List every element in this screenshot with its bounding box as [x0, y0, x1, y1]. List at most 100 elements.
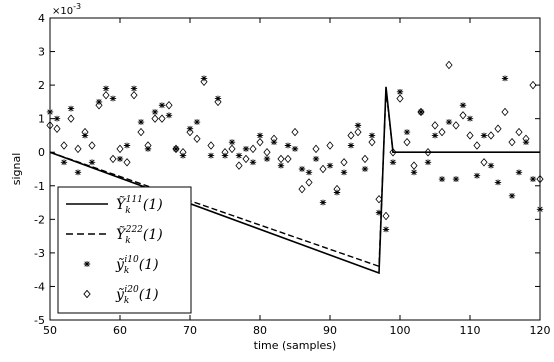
legend-label-sub: k — [125, 206, 130, 216]
data-point-star — [432, 133, 438, 139]
y-tick-label: 3 — [38, 46, 45, 59]
x-tick-label: 70 — [183, 324, 197, 337]
data-point-star — [481, 133, 487, 139]
data-point-diamond — [369, 139, 375, 146]
data-point-diamond — [124, 159, 130, 166]
x-tick-label: 80 — [253, 324, 267, 337]
data-point-star — [390, 159, 396, 165]
data-point-star — [110, 96, 116, 102]
data-point-diamond — [439, 128, 445, 135]
data-point-star — [208, 153, 214, 159]
data-point-star — [369, 133, 375, 139]
data-point-star — [404, 129, 410, 135]
data-point-diamond — [68, 115, 74, 122]
data-point-diamond — [243, 155, 249, 162]
data-point-diamond — [61, 142, 67, 149]
data-point-star — [362, 166, 368, 172]
data-point-diamond — [75, 145, 81, 152]
data-point-diamond — [453, 122, 459, 129]
data-point-star — [327, 163, 333, 169]
data-point-diamond — [299, 186, 305, 193]
data-point-diamond — [110, 155, 116, 162]
data-point-diamond — [446, 61, 452, 68]
y-tick-label: -4 — [34, 280, 45, 293]
data-point-diamond — [152, 115, 158, 122]
data-point-star — [418, 109, 424, 115]
data-point-star — [411, 169, 417, 175]
y-axis-exponent-base: ×10 — [52, 6, 73, 17]
legend-label-arg: (1) — [139, 257, 159, 273]
data-point-diamond — [264, 149, 270, 156]
data-point-star — [502, 76, 508, 82]
data-point-diamond — [159, 115, 165, 122]
x-tick-label: 60 — [113, 324, 127, 337]
data-point-star — [446, 119, 452, 125]
data-point-star — [285, 143, 291, 149]
data-point-diamond — [488, 132, 494, 139]
data-point-diamond — [509, 139, 515, 146]
data-point-diamond — [481, 159, 487, 166]
x-tick-label: 120 — [530, 324, 551, 337]
data-point-diamond — [138, 128, 144, 135]
data-point-diamond — [236, 162, 242, 169]
legend-label-sub: k — [124, 266, 129, 276]
y-tick-label: -2 — [34, 213, 45, 226]
data-point-star — [103, 86, 109, 92]
legend-label-sup: i10 — [124, 255, 139, 265]
y-tick-label: 0 — [38, 146, 45, 159]
data-point-star — [131, 86, 137, 92]
data-point-star — [257, 133, 263, 139]
data-point-star — [516, 169, 522, 175]
x-tick-label: 50 — [43, 324, 57, 337]
legend-label-arg: (1) — [143, 197, 163, 213]
y-tick-label: 4 — [38, 12, 45, 25]
data-point-diamond — [362, 155, 368, 162]
data-point-star — [460, 102, 466, 108]
data-point-diamond — [348, 132, 354, 139]
data-point-diamond — [229, 145, 235, 152]
data-point-star — [292, 146, 298, 152]
legend-label-sup: 111 — [126, 195, 143, 205]
x-tick-label: 100 — [390, 324, 411, 337]
data-point-diamond — [502, 108, 508, 115]
data-point-star — [75, 169, 81, 175]
data-point-star — [278, 163, 284, 169]
data-point-star — [348, 143, 354, 149]
data-point-diamond — [285, 155, 291, 162]
x-axis-label: time (samples) — [254, 339, 337, 352]
data-point-star — [194, 119, 200, 125]
legend-label-sub: k — [125, 236, 130, 246]
data-point-star — [250, 159, 256, 165]
data-point-star — [152, 109, 158, 115]
data-point-star — [306, 169, 312, 175]
data-point-diamond — [474, 142, 480, 149]
data-point-star — [495, 180, 501, 186]
data-point-star — [383, 227, 389, 233]
data-point-star — [299, 166, 305, 172]
data-point-star — [138, 119, 144, 125]
y-tick-label: -5 — [34, 314, 45, 327]
data-point-star — [439, 176, 445, 182]
data-point-star — [166, 112, 172, 118]
data-point-diamond — [411, 162, 417, 169]
x-tick-label: 110 — [460, 324, 481, 337]
data-point-star — [453, 176, 459, 182]
data-point-diamond — [341, 159, 347, 166]
x-tick-label: 90 — [323, 324, 337, 337]
data-point-star — [68, 106, 74, 112]
legend-label-sup: 222 — [125, 225, 143, 235]
data-point-diamond — [103, 92, 109, 99]
data-point-star — [229, 139, 235, 145]
legend-label-sup: i20 — [124, 285, 139, 295]
data-point-diamond — [355, 128, 361, 135]
data-point-star — [313, 156, 319, 162]
data-point-diamond — [495, 125, 501, 132]
data-point-star — [320, 200, 326, 206]
data-point-diamond — [208, 142, 214, 149]
y-tick-label: -1 — [34, 180, 45, 193]
data-point-diamond — [278, 155, 284, 162]
data-point-star — [397, 89, 403, 95]
data-point-diamond — [460, 112, 466, 119]
y-axis-exponent-power: -3 — [73, 2, 81, 11]
